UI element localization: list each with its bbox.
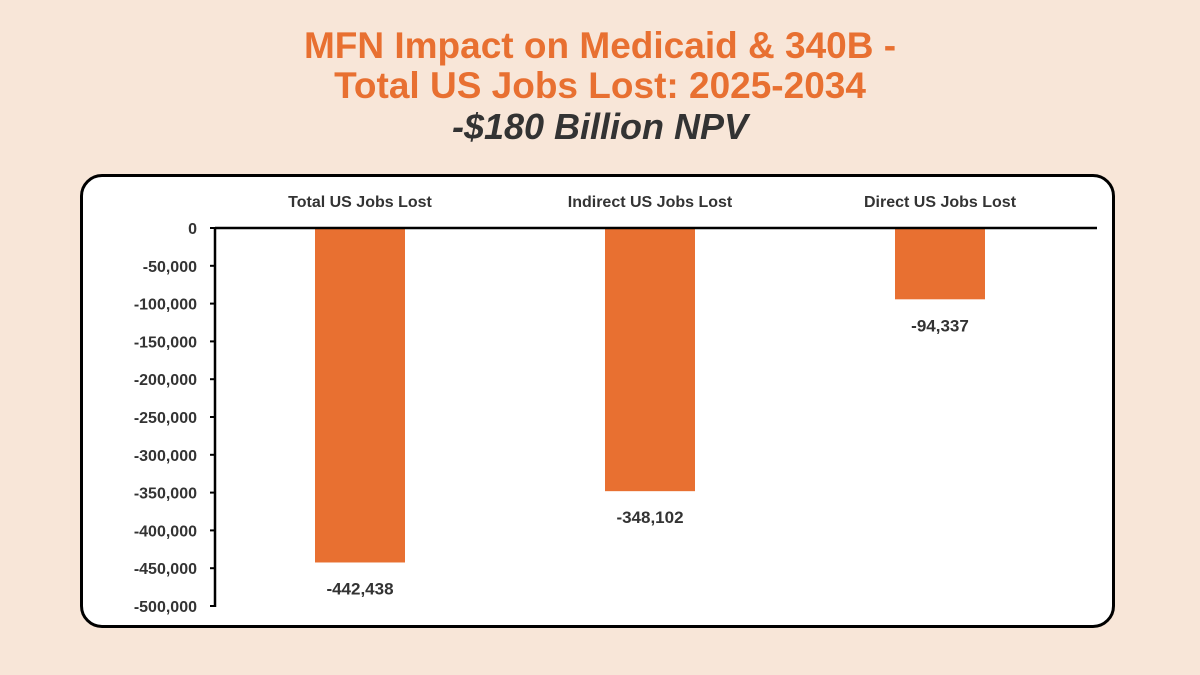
bar (605, 228, 695, 492)
y-tick-label: -150,000 (134, 334, 197, 351)
category-labels: Total US Jobs Lost Indirect US Jobs Lost D… (288, 194, 1017, 211)
y-tick-label: -200,000 (134, 372, 197, 389)
category-label: Indirect US Jobs Lost (568, 194, 733, 211)
bar (895, 228, 985, 300)
category-label: Total US Jobs Lost (288, 194, 432, 211)
y-tick-label: -450,000 (134, 561, 197, 578)
chart-subtitle: -$180 Billion NPV (451, 106, 749, 147)
y-tick-label: -250,000 (134, 410, 197, 427)
data-label: -442,438 (326, 579, 393, 598)
bar (315, 228, 405, 563)
title-block: MFN Impact on Medicaid & 340B - Total US… (0, 26, 1200, 148)
chart-title-line-2: Total US Jobs Lost: 2025-2034 (334, 65, 866, 106)
chart-title-line-1: MFN Impact on Medicaid & 340B - (303, 25, 897, 66)
data-label: -94,337 (911, 316, 969, 335)
data-label: -348,102 (616, 508, 683, 527)
y-tick-label: -50,000 (143, 259, 197, 276)
bar-chart: 0 -50,000 -100,000 -150,000 -200,000 -250,000… (134, 194, 1097, 616)
bars (315, 228, 985, 563)
chart-frame: 0 -50,000 -100,000 -150,000 -200,000 -250,000… (80, 174, 1115, 628)
y-tick-label: -300,000 (134, 448, 197, 465)
data-labels: -442,438 -348,102 -94,337 (326, 316, 968, 598)
y-tick-label: -350,000 (134, 486, 197, 503)
category-label: Direct US Jobs Lost (864, 194, 1017, 211)
y-tick-label: -500,000 (134, 599, 197, 616)
y-tick-label: 0 (188, 221, 197, 238)
y-tick-label: -400,000 (134, 523, 197, 540)
y-tick-label: -100,000 (134, 297, 197, 314)
y-axis-ticks: 0 -50,000 -100,000 -150,000 -200,000 -250,000… (134, 221, 215, 616)
